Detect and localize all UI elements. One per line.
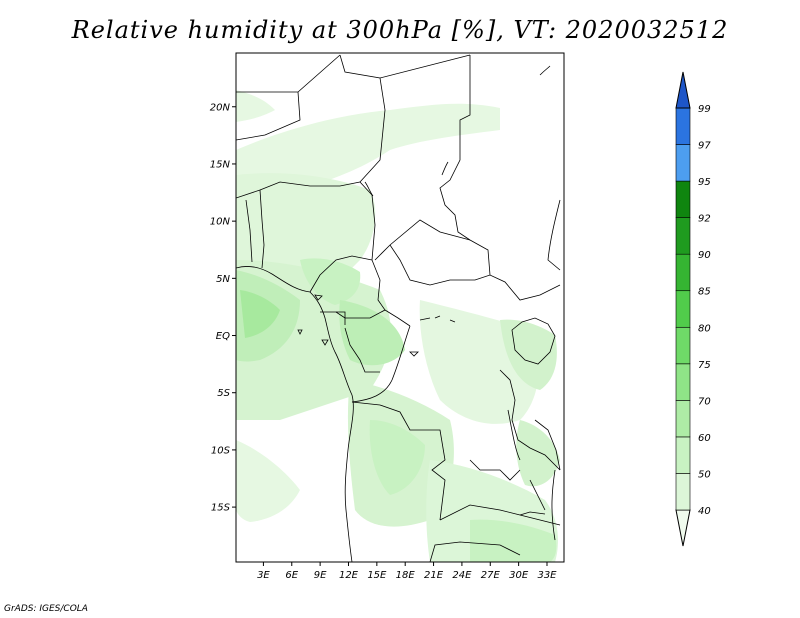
colorbar-segment xyxy=(675,144,691,182)
colorbar-segment xyxy=(675,107,691,145)
colorbar-level-label: 90 xyxy=(698,250,711,261)
colorbar-upper-arrow xyxy=(675,71,691,109)
map-frame xyxy=(235,52,565,563)
lat-tick-label: 10S xyxy=(211,445,231,456)
colorbar: 40 50 60 70 75 80 85 90 92 95 97 99 xyxy=(675,71,711,547)
lat-tick-label: 20N xyxy=(210,102,231,113)
humidity-field xyxy=(236,53,564,562)
colorbar-segment xyxy=(675,290,691,328)
colorbar-level-label: 85 xyxy=(698,287,711,298)
lon-tick-label: 24E xyxy=(452,570,472,581)
colorbar-segment xyxy=(675,436,691,474)
colorbar-segment xyxy=(675,217,691,255)
lon-tick-label: 18E xyxy=(396,570,416,581)
colorbar-level-label: 95 xyxy=(698,177,711,188)
colorbar-level-label: 70 xyxy=(698,396,711,407)
lat-tick-label: 10N xyxy=(210,217,231,228)
longitude-ticks: 3E 6E 9E 12E 15E 18E 21E 24E 27E 30E 33E xyxy=(257,562,557,581)
colorbar-level-label: 60 xyxy=(698,433,711,444)
lon-tick-label: 12E xyxy=(339,570,359,581)
lon-tick-label: 27E xyxy=(481,570,501,581)
colorbar-segment xyxy=(675,253,691,292)
lat-tick-label: 5S xyxy=(217,388,230,399)
colorbar-segment xyxy=(675,326,691,365)
lat-tick-label: EQ xyxy=(216,331,230,342)
colorbar-segment xyxy=(675,473,691,511)
lon-tick-label: 30E xyxy=(509,570,529,581)
colorbar-level-label: 80 xyxy=(698,323,711,334)
country-borders xyxy=(236,54,561,562)
lon-tick-label: 9E xyxy=(314,570,327,581)
lon-tick-label: 6E xyxy=(285,570,298,581)
latitude-ticks: 20N 15N 10N 5N EQ 5S 10S 15S xyxy=(210,102,236,514)
colorbar-level-label: 40 xyxy=(698,506,711,517)
lat-tick-label: 5N xyxy=(216,274,230,285)
lon-tick-label: 21E xyxy=(424,570,444,581)
lon-tick-label: 33E xyxy=(537,570,557,581)
colorbar-level-label: 92 xyxy=(698,214,711,225)
colorbar-level-label: 50 xyxy=(698,469,711,480)
lon-tick-label: 3E xyxy=(257,570,270,581)
colorbar-segment xyxy=(675,180,691,218)
colorbar-level-label: 75 xyxy=(698,360,711,371)
map-title: Relative humidity at 300hPa [%], VT: 202… xyxy=(71,16,729,44)
colorbar-segment xyxy=(675,363,691,401)
lat-tick-label: 15S xyxy=(211,503,231,514)
lat-tick-label: 15N xyxy=(210,159,231,170)
colorbar-level-label: 97 xyxy=(698,141,711,152)
colorbar-level-label: 99 xyxy=(698,104,711,115)
lon-tick-label: 15E xyxy=(367,570,387,581)
grads-credit: GrADS: IGES/COLA xyxy=(4,604,88,614)
colorbar-segment xyxy=(675,400,691,438)
colorbar-lower-arrow xyxy=(675,509,691,547)
